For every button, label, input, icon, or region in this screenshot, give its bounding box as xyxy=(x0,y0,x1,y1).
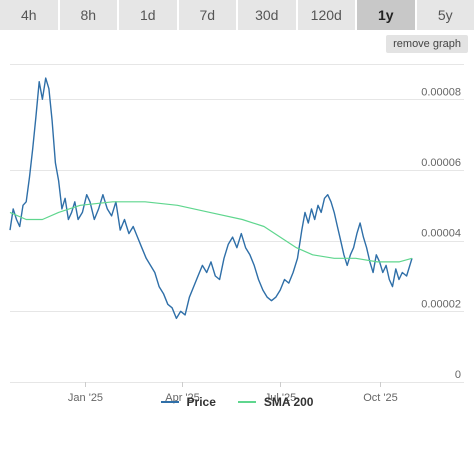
legend-label-sma: SMA 200 xyxy=(263,395,314,409)
sma-200-line xyxy=(9,201,413,263)
legend-label-price: Price xyxy=(186,395,216,409)
legend-swatch-sma xyxy=(237,401,256,403)
price-line xyxy=(9,77,413,320)
y-tick-label: 0 xyxy=(455,369,461,381)
tab-5y[interactable]: 5y xyxy=(416,0,474,30)
x-tick-label: Jan '25 xyxy=(68,392,103,404)
tab-1y[interactable]: 1y xyxy=(357,0,417,30)
y-tick-label: 0.00004 xyxy=(421,228,461,240)
chart-legend: Price SMA 200 xyxy=(0,393,474,411)
tab-30d[interactable]: 30d xyxy=(238,0,298,30)
tab-1d[interactable]: 1d xyxy=(119,0,179,30)
legend-item-sma[interactable]: SMA 200 xyxy=(237,395,314,409)
legend-item-price[interactable]: Price xyxy=(160,395,216,409)
tab-7d[interactable]: 7d xyxy=(178,0,238,30)
y-tick-label: 0.00002 xyxy=(421,298,461,310)
tab-120d[interactable]: 120d xyxy=(297,0,357,30)
tab-4h[interactable]: 4h xyxy=(0,0,60,30)
remove-graph-button[interactable]: remove graph xyxy=(386,35,468,53)
y-tick-label: 0.00008 xyxy=(421,86,461,98)
tab-8h[interactable]: 8h xyxy=(59,0,119,30)
timeframe-tabs: 4h 8h 1d 7d 30d 120d 1y 5y xyxy=(0,0,474,30)
legend-swatch-price xyxy=(160,401,179,403)
x-tick-label: Oct '25 xyxy=(363,392,398,404)
y-tick-label: 0.00006 xyxy=(421,157,461,169)
x-tick-label: Jul '25 xyxy=(265,392,296,404)
